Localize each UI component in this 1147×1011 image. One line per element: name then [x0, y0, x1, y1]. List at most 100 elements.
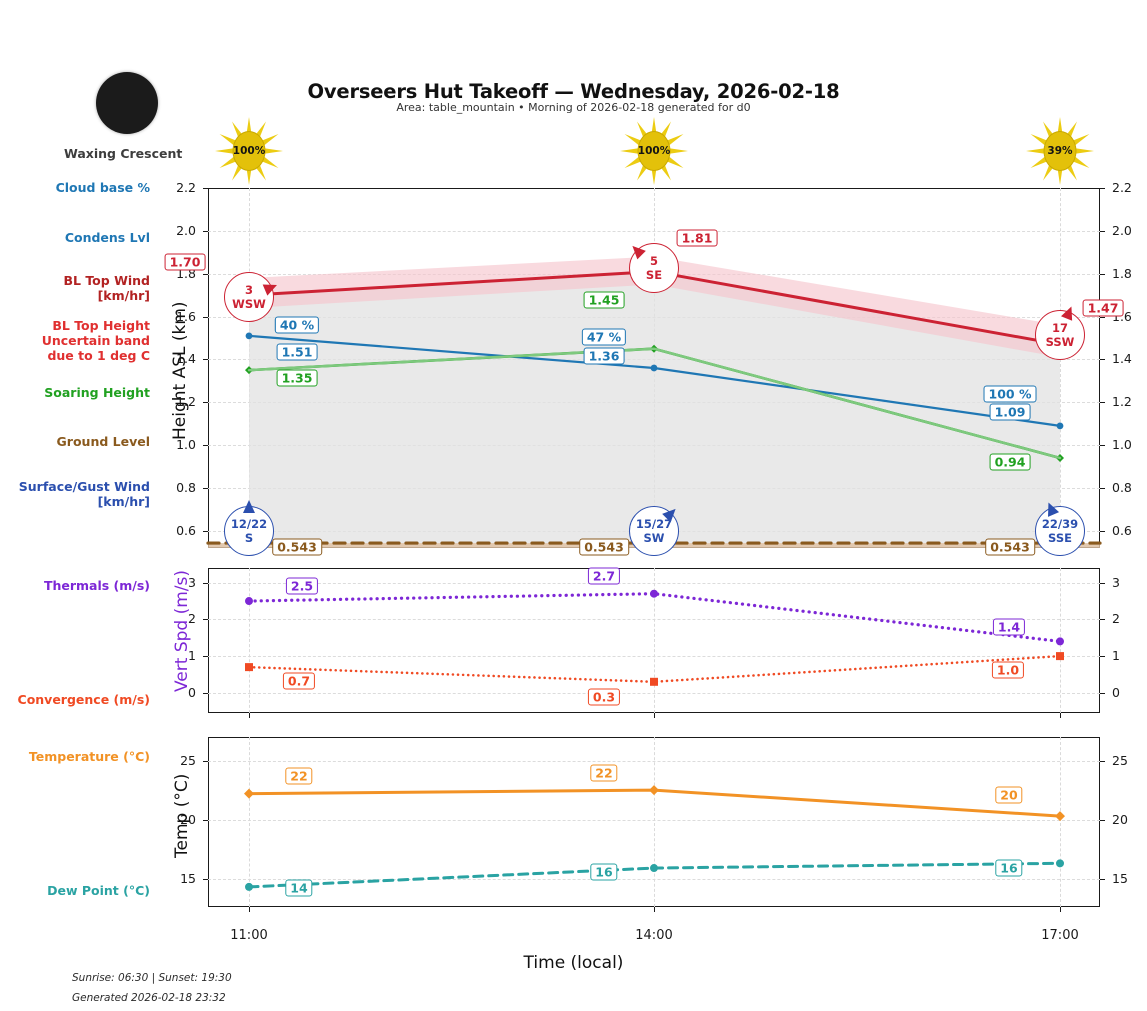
axis-ticklabel: 1.4: [176, 351, 196, 367]
axis-tickmark: [1100, 273, 1105, 275]
bl-top-wind-speed: 5: [649, 254, 658, 268]
surface-wind-barb-0: 12/22 S: [224, 500, 274, 556]
xaxis-tickmark: [654, 907, 655, 912]
row-label-6: Surface/Gust Wind [km/hr]: [18, 479, 150, 509]
surface-wind-barb-1: 15/27 SW: [629, 504, 680, 556]
moon-phase-label: Waxing Crescent: [64, 146, 183, 161]
sun-icon-2: 39%: [1023, 114, 1097, 188]
temperature-label-1: 22: [590, 764, 618, 782]
condens-lvl-label-2: 1.09: [989, 403, 1031, 421]
convergence-label-2: 1.0: [991, 661, 1025, 679]
wind-direction-arrow: [243, 500, 255, 513]
axis-tickmark: [203, 488, 208, 489]
axis-ticklabel: 1.2: [1112, 394, 1132, 410]
sun-icon-1: 100%: [617, 114, 691, 188]
axis-ticklabel: 25: [1112, 752, 1128, 768]
axis-tickmark: [1100, 819, 1105, 821]
condens-lvl-label-0: 1.51: [276, 343, 318, 361]
sun-percent-label: 100%: [232, 145, 266, 157]
sun-percent-label: 100%: [637, 145, 671, 157]
vertspd-axis-title: Vert Spd (m/s): [172, 569, 192, 692]
cloud-base-pct-1: 47 %: [581, 328, 627, 346]
surface-wind-speed: 22/39: [1041, 517, 1079, 531]
axis-tickmark: [203, 619, 208, 621]
axis-ticklabel: 0.8: [1112, 480, 1132, 495]
row-label-3: BL Top Height Uncertain band due to 1 deg …: [41, 318, 150, 363]
axis-ticklabel: 0: [1112, 684, 1120, 700]
condens-lvl-label-1: 1.36: [583, 347, 625, 365]
axis-tickmark: [203, 402, 208, 404]
bl-top-label-2: 1.47: [1082, 299, 1124, 317]
row-label-8: Convergence (m/s): [17, 692, 150, 707]
axis-tickmark: [203, 188, 208, 189]
axis-tickmark: [203, 656, 208, 658]
axis-ticklabel: 1.6: [176, 308, 196, 324]
surface-wind-direction: SW: [643, 531, 665, 545]
axis-ticklabel: 1.0: [176, 437, 196, 453]
thermals-label-1: 2.7: [587, 567, 621, 585]
axis-tickmark: [203, 445, 208, 447]
axis-tickmark: [1100, 316, 1105, 318]
bl-top-wind-barb-1: 5 SE: [628, 241, 679, 293]
axis-tickmark: [203, 359, 208, 361]
axis-tickmark: [203, 582, 208, 584]
row-label-4: Soaring Height: [44, 385, 150, 400]
xaxis-tickmark: [1060, 907, 1061, 912]
axis-ticklabel: 3: [1112, 574, 1120, 590]
bl-top-wind-speed: 3: [244, 283, 253, 297]
vertical-gridline: [249, 737, 250, 907]
moon-phase-widget: Waxing Crescent: [64, 72, 182, 161]
bl-top-wind-direction: SE: [645, 268, 663, 282]
xaxis-tickmark: [654, 713, 655, 718]
xaxis-tickmark: [1060, 713, 1061, 718]
axis-tickmark: [203, 230, 208, 232]
soaring-label-0: 1.35: [276, 369, 318, 387]
cloud-base-pct-0b: 40 %: [274, 316, 320, 334]
page-subtitle: Area: table_mountain • Morning of 2026-0…: [396, 101, 751, 114]
axis-tickmark: [1100, 656, 1105, 658]
sun-core: 39%: [1043, 131, 1077, 171]
bl-top-wind-barb-0: 3 WSW: [224, 272, 280, 322]
axis-ticklabel: 0.6: [176, 522, 196, 538]
axis-ticklabel: 25: [180, 752, 196, 768]
axis-tickmark: [1100, 582, 1105, 584]
axis-tickmark: [1100, 488, 1105, 489]
surface-wind-speed: 15/27: [635, 517, 673, 531]
page-title: Overseers Hut Takeoff — Wednesday, 2026-…: [307, 80, 840, 103]
axis-tickmark: [1100, 402, 1105, 404]
axis-ticklabel: 2.0: [1112, 222, 1132, 238]
ground-label-1: 0.543: [579, 538, 629, 556]
axis-tickmark: [203, 316, 208, 318]
axis-tickmark: [1100, 445, 1105, 447]
xaxis-ticklabel-2: 17:00: [1041, 928, 1079, 943]
axis-tickmark: [1100, 530, 1105, 532]
axis-ticklabel: 20: [1112, 811, 1128, 827]
axis-tickmark: [203, 692, 208, 694]
vertical-gridline: [1060, 568, 1061, 713]
axis-ticklabel: 3: [188, 574, 196, 590]
surface-wind-direction: SSE: [1048, 531, 1072, 545]
dewpoint-label-0: 14: [285, 879, 313, 897]
vertical-gridline: [654, 188, 655, 548]
soaring-label-2: 0.94: [989, 453, 1031, 471]
axis-ticklabel: 0: [188, 684, 196, 700]
row-label-7: Thermals (m/s): [43, 578, 150, 593]
temp-axis-title: Temp (°C): [172, 773, 192, 858]
surface-wind-speed: 12/22: [230, 517, 268, 531]
axis-ticklabel: 0.8: [176, 480, 196, 495]
xaxis-tickmark: [249, 713, 250, 718]
sun-core: 100%: [637, 131, 671, 171]
xaxis-ticklabel-1: 14:00: [635, 928, 673, 943]
axis-ticklabel: 1: [1112, 648, 1120, 664]
row-label-10: Dew Point (°C): [47, 883, 150, 898]
bl-top-wind-speed: 17: [1051, 321, 1068, 335]
axis-tickmark: [1100, 188, 1105, 189]
surface-wind-direction: S: [244, 531, 254, 545]
axis-tickmark: [1100, 878, 1105, 880]
axis-tickmark: [1100, 692, 1105, 694]
axis-ticklabel: 1.4: [1112, 351, 1132, 367]
axis-ticklabel: 15: [1112, 870, 1128, 886]
generated-footnote: Generated 2026-02-18 23:32: [72, 992, 226, 1004]
axis-ticklabel: 1.2: [176, 394, 196, 410]
axis-ticklabel: 20: [180, 811, 196, 827]
